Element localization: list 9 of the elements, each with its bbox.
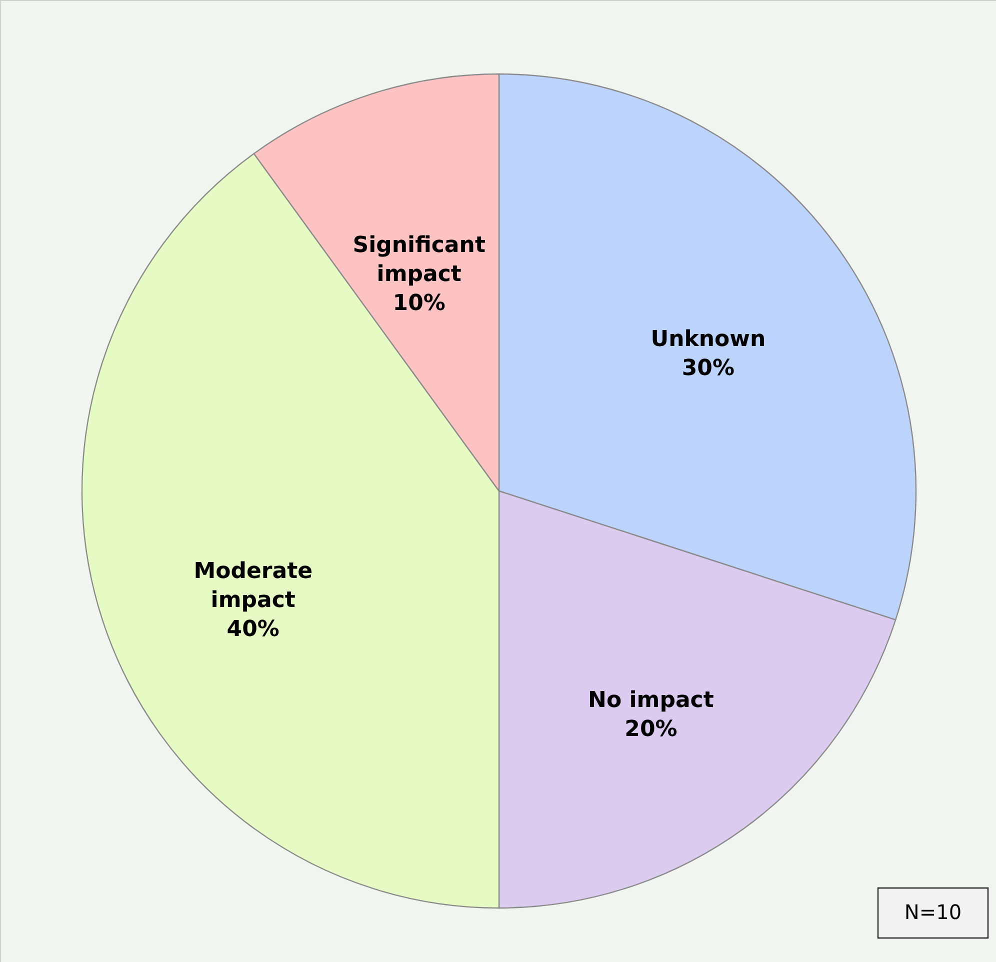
data-label: 10% [392,291,446,316]
slice-label: Moderate impact [194,558,313,613]
text: N=10 [904,900,962,924]
data-label: 20% [624,717,678,742]
slice-label: Unknown [650,327,766,352]
data-label: 30% [682,356,734,382]
slice-label: Significant impact [352,233,486,288]
data-label: 40% [226,616,280,642]
slice-label: No impact [588,688,714,714]
